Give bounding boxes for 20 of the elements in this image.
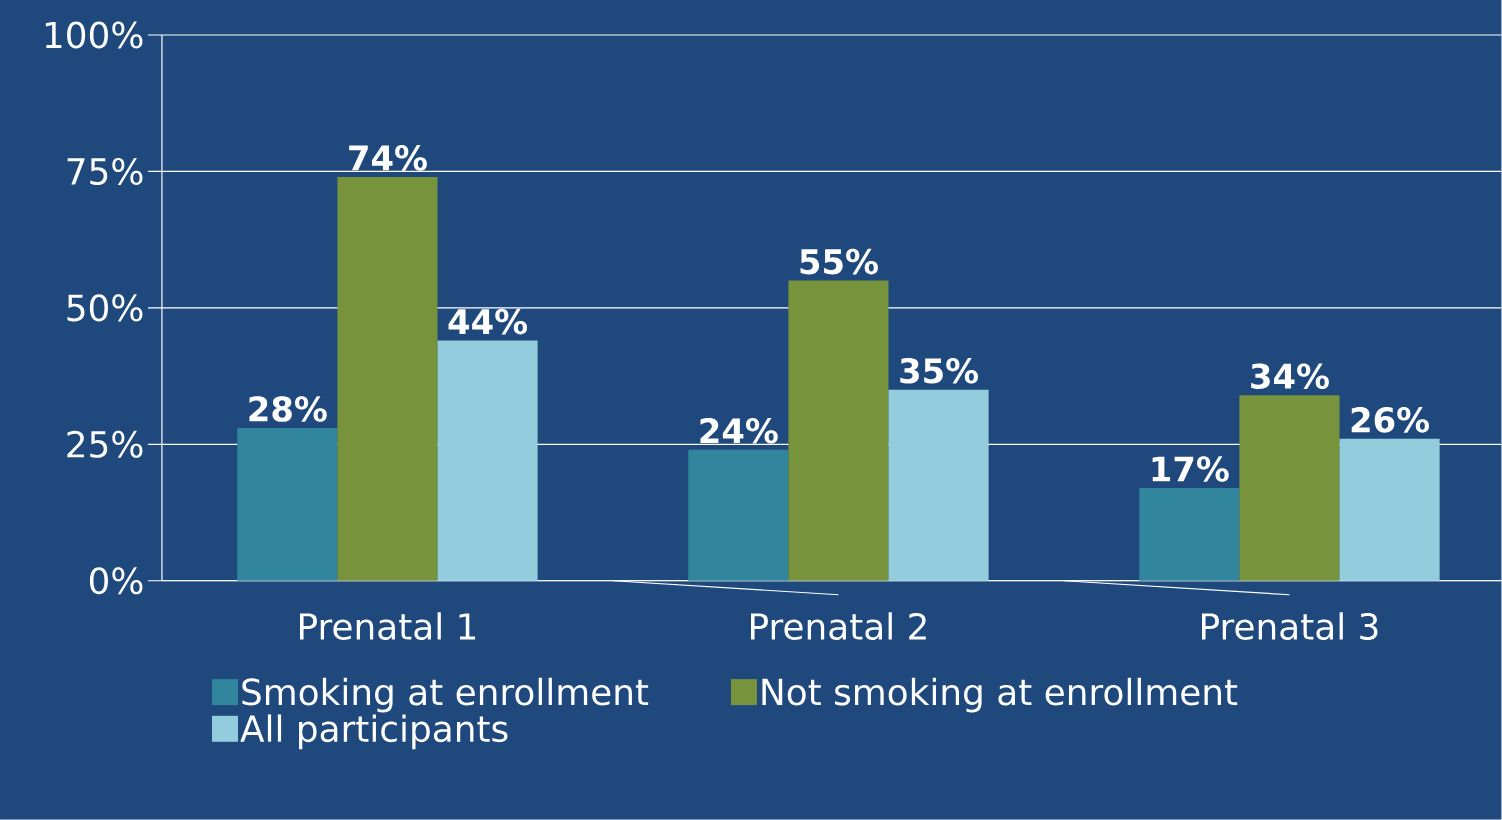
x-tick-label: Prenatal 2 <box>751 612 926 641</box>
data-label: 35% <box>900 358 979 384</box>
y-tick-label: 0% <box>89 567 143 595</box>
data-label: 28% <box>249 396 327 422</box>
y-tick-label: 50% <box>67 294 143 322</box>
data-label: 44% <box>448 308 528 335</box>
legend-label: All participants <box>240 714 508 750</box>
legend-label: Smoking at enrollment <box>242 677 649 713</box>
y-tick-label: 100% <box>45 21 143 49</box>
data-label: 17% <box>1152 456 1229 482</box>
data-label: 26% <box>1351 407 1430 433</box>
legend-label: Not smoking at enrollment <box>762 677 1238 713</box>
y-tick-label: 75% <box>67 158 143 186</box>
data-label: 34% <box>1251 363 1329 390</box>
y-tick-label: 25% <box>67 430 143 459</box>
data-label: 74% <box>349 145 427 171</box>
data-label: 24% <box>700 418 778 444</box>
x-tick-label: Prenatal 3 <box>1202 612 1378 641</box>
x-tick-label: Prenatal 1 <box>300 612 476 641</box>
data-label: 55% <box>800 248 878 275</box>
